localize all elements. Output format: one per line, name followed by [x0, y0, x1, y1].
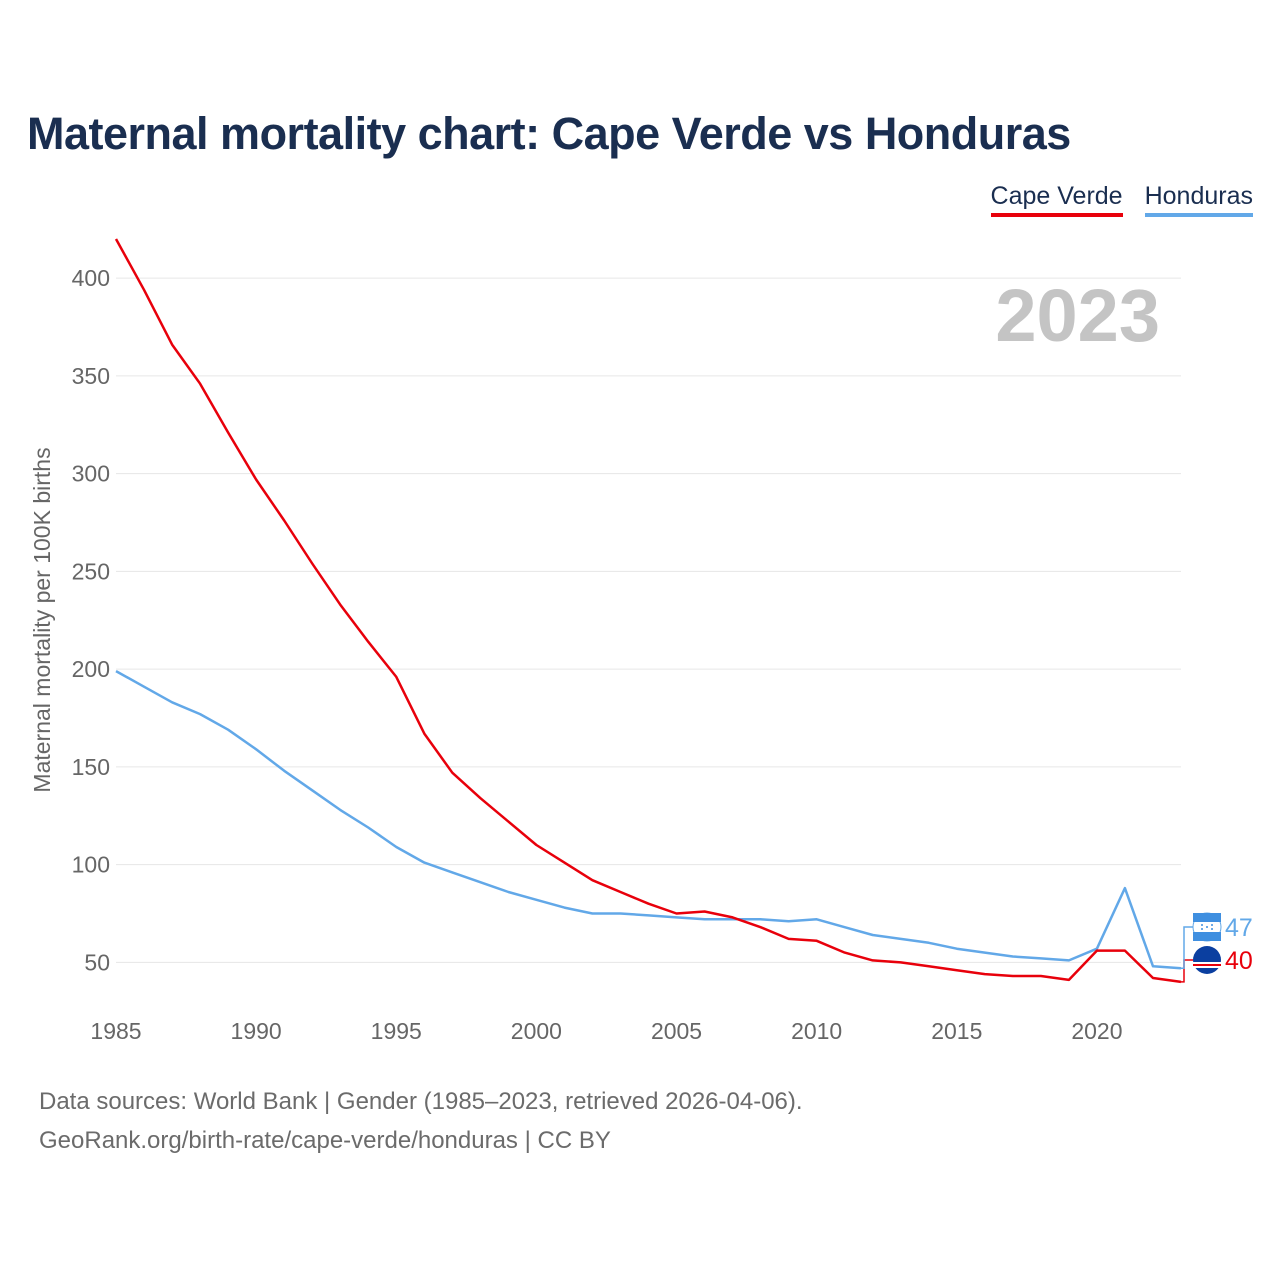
line-chart: 2023 50 100 150 200 250 300 350 400 1985 1990 1995… — [29, 238, 1253, 1044]
chart-title: Maternal mortality chart: Cape Verde vs … — [27, 108, 1071, 159]
flag-star — [1201, 924, 1203, 926]
x-tick-label: 2020 — [1071, 1018, 1122, 1044]
flag-star — [1211, 924, 1213, 926]
legend-item-cape-verde[interactable]: Cape Verde — [990, 182, 1123, 217]
grid-lines — [116, 277, 1181, 963]
flag-star — [1206, 926, 1208, 928]
series-line-cape-verde[interactable] — [114, 238, 1182, 984]
flag-bottom-band — [1193, 932, 1221, 941]
legend-item-honduras[interactable]: Honduras — [1144, 182, 1253, 217]
flag-star — [1201, 928, 1203, 930]
x-tick-label: 1985 — [90, 1018, 141, 1044]
y-tick-label: 100 — [72, 852, 110, 878]
end-value-label: 47 — [1225, 914, 1253, 942]
end-connector — [1181, 959, 1193, 983]
series-lines — [114, 238, 1182, 984]
legend: Cape Verde Honduras — [990, 182, 1253, 217]
x-tick-label: 2010 — [791, 1018, 842, 1044]
x-tick-label: 1990 — [231, 1018, 282, 1044]
data-source-note: Data sources: World Bank | Gender (1985–… — [39, 1088, 803, 1115]
x-tick-label: 2005 — [651, 1018, 702, 1044]
series-line-honduras[interactable] — [115, 670, 1182, 970]
flag-cape-verde-icon — [1193, 946, 1221, 974]
flag-stripe — [1193, 964, 1221, 966]
y-tick-label: 250 — [72, 558, 110, 584]
y-axis-label: Maternal mortality per 100K births — [29, 447, 55, 792]
flag-star — [1211, 928, 1213, 930]
y-tick-label: 50 — [84, 949, 110, 975]
x-tick-label: 2015 — [931, 1018, 982, 1044]
x-tick-label: 2000 — [511, 1018, 562, 1044]
y-tick-label: 200 — [72, 656, 110, 682]
end-connector — [1181, 926, 1193, 969]
end-value-label: 40 — [1225, 947, 1253, 975]
year-watermark: 2023 — [995, 274, 1160, 357]
y-tick-label: 150 — [72, 754, 110, 780]
axes: 50 100 150 200 250 300 350 400 1985 1990 1995 2000 2… — [72, 265, 1123, 1044]
flag-honduras-icon — [1192, 912, 1222, 942]
flag-field — [1193, 946, 1221, 974]
x-tick-label: 1995 — [371, 1018, 422, 1044]
y-tick-label: 400 — [72, 265, 110, 291]
y-tick-label: 300 — [72, 461, 110, 487]
y-tick-label: 350 — [72, 363, 110, 389]
credit-link[interactable]: GeoRank.org/birth-rate/cape-verde/hondur… — [39, 1127, 611, 1154]
flag-top-band — [1193, 913, 1221, 922]
